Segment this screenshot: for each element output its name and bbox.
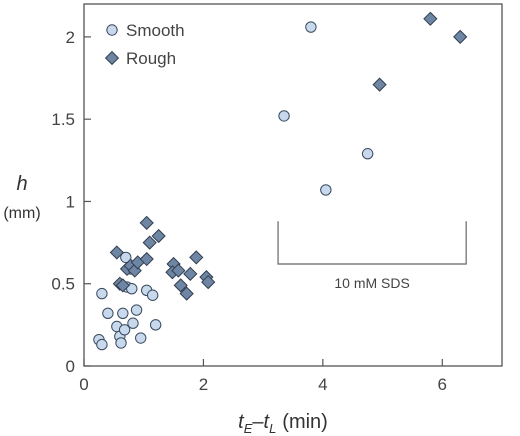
smooth-point xyxy=(135,332,147,344)
x-tick-label: 0 xyxy=(79,375,88,394)
rough-point xyxy=(453,29,468,45)
rough-point xyxy=(139,215,154,230)
annotation-bracket xyxy=(277,221,467,265)
smooth-point xyxy=(96,287,108,300)
y-tick-label: 1 xyxy=(66,192,75,211)
x-tick-label: 2 xyxy=(199,375,208,394)
smooth-point xyxy=(127,317,139,329)
y-axis-unit: (mm) xyxy=(3,205,40,222)
x-axis-dash: – xyxy=(252,411,264,433)
legend: Smooth Rough xyxy=(104,21,185,68)
rough-point xyxy=(139,251,154,267)
y-axis-title: h (mm) xyxy=(3,173,40,222)
annotation-label: 10 mM SDS xyxy=(334,275,409,291)
rough-point xyxy=(183,266,198,281)
x-axis-var-2: t xyxy=(264,411,271,433)
rough-point xyxy=(189,250,204,265)
rough-point xyxy=(151,228,166,244)
legend-marker-rough xyxy=(104,50,120,66)
y-tick-label: 2 xyxy=(66,28,75,47)
plot-frame xyxy=(83,3,503,367)
smooth-point xyxy=(118,324,131,336)
y-tick-label: 0.5 xyxy=(51,275,75,294)
plot-axes: 0 2 4 6 0 0.5 1 1.5 2 xyxy=(51,3,503,394)
rough-point xyxy=(423,11,438,26)
rough-point xyxy=(201,274,216,290)
smooth-point xyxy=(115,337,127,349)
x-axis-var-1: t xyxy=(238,411,245,433)
y-tick-label: 0 xyxy=(66,357,75,376)
smooth-point xyxy=(102,307,114,320)
smooth-point xyxy=(146,289,159,301)
rough-point xyxy=(142,235,157,250)
smooth-point xyxy=(305,21,317,33)
x-tick-label: 6 xyxy=(438,375,447,394)
annotation-bracket-group: 10 mM SDS xyxy=(277,221,467,291)
x-tick-label: 4 xyxy=(318,375,327,394)
rough-point xyxy=(171,263,186,278)
rough-point xyxy=(179,286,194,301)
smooth-point xyxy=(278,110,290,122)
smooth-point xyxy=(96,338,108,351)
rough-point xyxy=(372,77,387,92)
smooth-point xyxy=(130,304,143,316)
y-tick-label: 1.5 xyxy=(51,110,75,129)
x-axis-unit: (min) xyxy=(282,411,328,433)
data-points xyxy=(93,11,468,351)
smooth-point xyxy=(117,307,129,320)
smooth-point xyxy=(120,251,132,264)
legend-label-smooth: Smooth xyxy=(126,21,185,40)
x-axis-sub-1: E xyxy=(244,421,253,436)
y-axis-variable: h xyxy=(16,173,27,195)
smooth-point xyxy=(320,184,332,196)
x-axis-title: tE–tL (min) xyxy=(238,411,328,436)
x-axis-sub-2: L xyxy=(269,421,276,436)
legend-label-rough: Rough xyxy=(126,49,176,68)
legend-marker-smooth xyxy=(106,24,118,36)
rough-point xyxy=(115,278,130,293)
smooth-point xyxy=(149,319,162,331)
rough-point xyxy=(173,278,188,293)
rough-point xyxy=(109,245,124,260)
smooth-point xyxy=(361,148,374,160)
